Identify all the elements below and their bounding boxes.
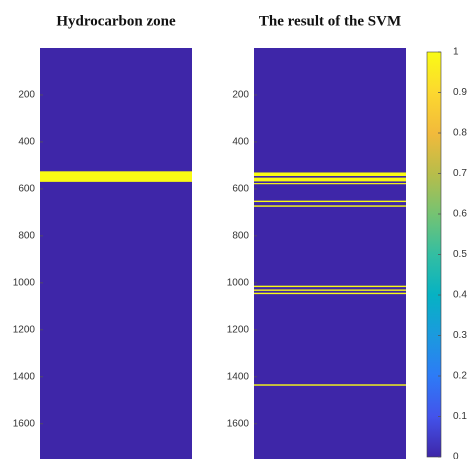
colorbar-tick-label: 0.7 bbox=[453, 168, 467, 179]
colorbar-tick-label: 0.9 bbox=[453, 87, 467, 98]
band bbox=[254, 183, 406, 185]
y-tick-label: 400 bbox=[232, 137, 249, 148]
y-tick-label: 200 bbox=[232, 90, 249, 101]
colorbar-tick-label: 0.2 bbox=[453, 371, 467, 382]
y-tick-label: 600 bbox=[232, 184, 249, 195]
y-tick-label: 1600 bbox=[13, 418, 36, 429]
chart-title: Hydrocarbon zone bbox=[56, 13, 176, 29]
band bbox=[254, 177, 406, 182]
band bbox=[254, 200, 406, 203]
colorbar-tick-label: 0.5 bbox=[453, 249, 467, 260]
band bbox=[254, 292, 406, 295]
y-tick-label: 600 bbox=[18, 184, 35, 195]
heatmap-background bbox=[40, 48, 192, 459]
y-tick-label: 1200 bbox=[227, 324, 250, 335]
colorbar-tick-label: 0.3 bbox=[453, 330, 467, 341]
y-tick-label: 800 bbox=[232, 231, 249, 242]
colorbar-tick-label: 0.6 bbox=[453, 209, 467, 220]
colorbar-tick-label: 0.8 bbox=[453, 128, 467, 139]
band bbox=[254, 384, 406, 386]
band bbox=[254, 172, 406, 176]
heatmap-background bbox=[254, 48, 406, 459]
band bbox=[254, 285, 406, 288]
colorbar-tick-label: 0.1 bbox=[453, 411, 467, 422]
band bbox=[254, 289, 406, 291]
y-tick-label: 1400 bbox=[227, 371, 250, 382]
chart-title: The result of the SVM bbox=[259, 13, 401, 29]
y-tick-label: 200 bbox=[18, 90, 35, 101]
colorbar-tick-label: 0 bbox=[453, 452, 459, 459]
y-tick-label: 400 bbox=[18, 137, 35, 148]
band bbox=[254, 205, 406, 207]
y-tick-label: 1600 bbox=[227, 418, 250, 429]
y-tick-label: 1000 bbox=[227, 277, 250, 288]
y-tick-label: 1000 bbox=[13, 277, 36, 288]
colorbar-tick-label: 0.4 bbox=[453, 290, 467, 301]
band bbox=[40, 171, 192, 182]
y-tick-label: 1400 bbox=[13, 371, 36, 382]
y-tick-label: 1200 bbox=[13, 324, 36, 335]
y-tick-label: 800 bbox=[18, 231, 35, 242]
colorbar-tick-label: 1 bbox=[453, 47, 459, 58]
